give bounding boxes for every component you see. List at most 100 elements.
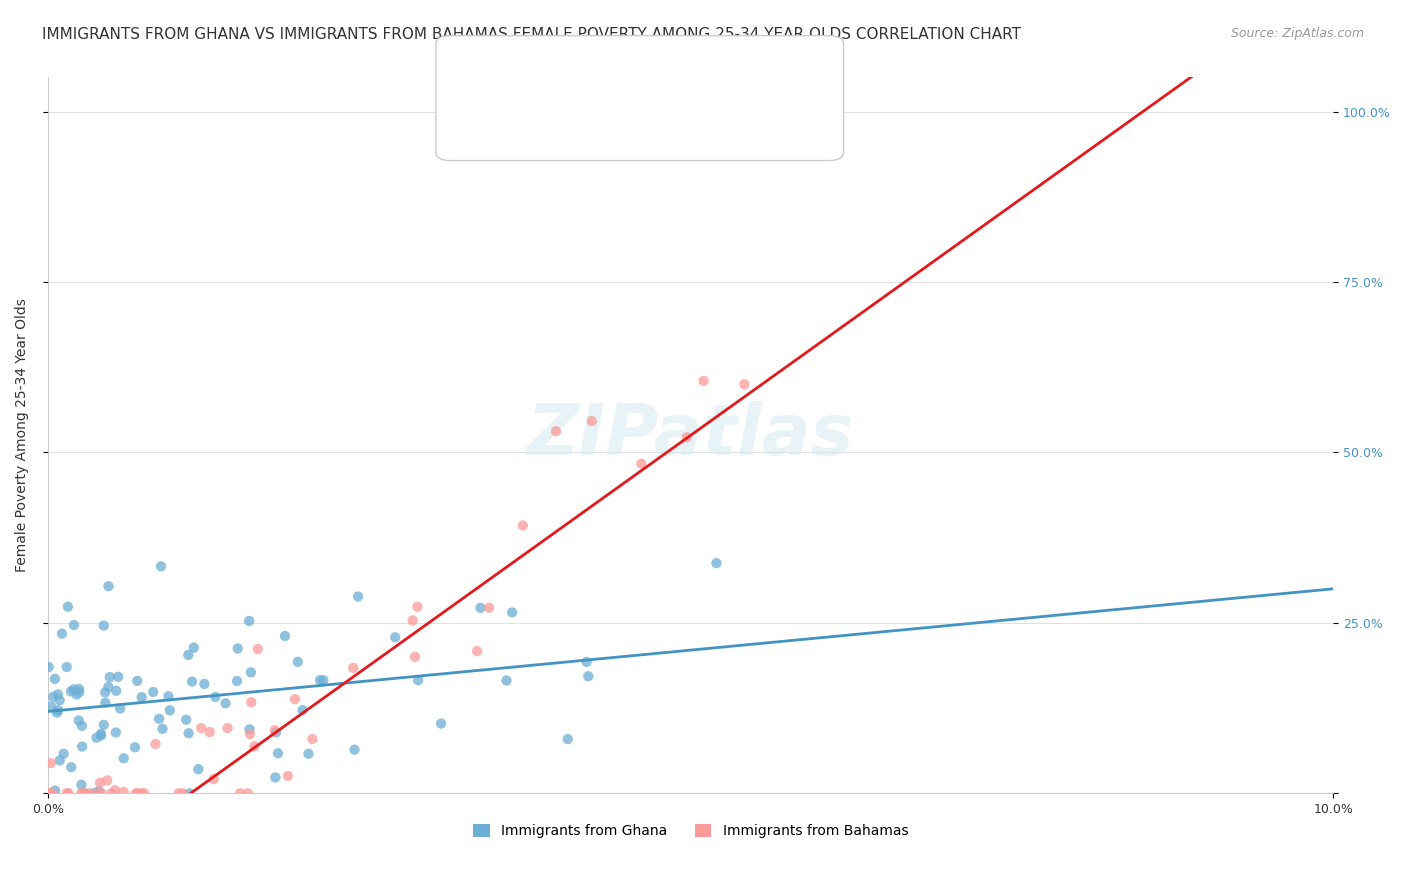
- Immigrants from Ghana: [48, 754, 70, 768]
- Immigrants from Ghana: [86, 731, 108, 745]
- Immigrants from Ghana: [287, 655, 309, 669]
- Immigrants from Ghana: [291, 703, 314, 717]
- Immigrants from Bahamas: [89, 776, 111, 790]
- Immigrants from Ghana: [150, 559, 173, 574]
- Immigrants from Bahamas: [263, 723, 285, 738]
- Immigrants from Ghana: [112, 751, 135, 765]
- Immigrants from Ghana: [56, 599, 79, 614]
- Immigrants from Ghana: [83, 786, 105, 800]
- Immigrants from Ghana: [107, 670, 129, 684]
- Immigrants from Ghana: [42, 690, 65, 704]
- Immigrants from Ghana: [238, 614, 260, 628]
- Immigrants from Bahamas: [70, 786, 93, 800]
- Text: IMMIGRANTS FROM GHANA VS IMMIGRANTS FROM BAHAMAS FEMALE POVERTY AMONG 25-34 YEAR: IMMIGRANTS FROM GHANA VS IMMIGRANTS FROM…: [42, 27, 1021, 42]
- Immigrants from Bahamas: [125, 786, 148, 800]
- Immigrants from Bahamas: [675, 430, 697, 444]
- Immigrants from Bahamas: [512, 518, 534, 533]
- Immigrants from Ghana: [264, 725, 287, 739]
- Immigrants from Bahamas: [112, 785, 135, 799]
- Immigrants from Ghana: [48, 693, 70, 707]
- Text: R =  0.194    N = 88: R = 0.194 N = 88: [481, 73, 636, 87]
- Immigrants from Ghana: [52, 747, 75, 761]
- Immigrants from Bahamas: [240, 695, 263, 709]
- Immigrants from Ghana: [67, 685, 90, 699]
- Immigrants from Bahamas: [38, 786, 60, 800]
- Immigrants from Ghana: [38, 660, 60, 674]
- Immigrants from Bahamas: [190, 721, 212, 735]
- Immigrants from Ghana: [93, 718, 115, 732]
- Immigrants from Ghana: [97, 579, 120, 593]
- Immigrants from Bahamas: [79, 786, 101, 800]
- Immigrants from Ghana: [226, 641, 249, 656]
- Immigrants from Ghana: [575, 655, 598, 669]
- Immigrants from Bahamas: [131, 786, 153, 800]
- Immigrants from Ghana: [406, 673, 429, 688]
- Immigrants from Ghana: [557, 732, 579, 747]
- Immigrants from Bahamas: [401, 613, 423, 627]
- Immigrants from Ghana: [67, 681, 90, 696]
- Immigrants from Bahamas: [229, 786, 252, 800]
- Immigrants from Ghana: [46, 703, 69, 717]
- Y-axis label: Female Poverty Among 25-34 Year Olds: Female Poverty Among 25-34 Year Olds: [15, 299, 30, 573]
- Immigrants from Ghana: [343, 742, 366, 756]
- Immigrants from Ghana: [297, 747, 319, 761]
- Immigrants from Ghana: [193, 677, 215, 691]
- Immigrants from Ghana: [63, 682, 86, 697]
- Immigrants from Ghana: [267, 746, 290, 760]
- Immigrants from Ghana: [470, 600, 492, 615]
- Immigrants from Ghana: [142, 685, 165, 699]
- Immigrants from Bahamas: [544, 424, 567, 438]
- Immigrants from Ghana: [59, 684, 82, 698]
- Immigrants from Ghana: [104, 725, 127, 739]
- Immigrants from Ghana: [46, 706, 69, 720]
- Immigrants from Bahamas: [692, 374, 714, 388]
- Immigrants from Bahamas: [145, 737, 167, 751]
- Immigrants from Bahamas: [125, 786, 148, 800]
- Immigrants from Bahamas: [198, 725, 221, 739]
- Immigrants from Ghana: [60, 760, 83, 774]
- Immigrants from Ghana: [65, 688, 87, 702]
- Immigrants from Bahamas: [733, 377, 755, 392]
- Immigrants from Ghana: [157, 690, 180, 704]
- Immigrants from Ghana: [204, 690, 226, 704]
- Immigrants from Ghana: [93, 618, 115, 632]
- Immigrants from Bahamas: [96, 773, 118, 788]
- Immigrants from Ghana: [177, 648, 200, 662]
- Immigrants from Ghana: [183, 640, 205, 655]
- Immigrants from Ghana: [177, 726, 200, 740]
- Immigrants from Ghana: [187, 762, 209, 776]
- Immigrants from Ghana: [44, 783, 66, 797]
- Immigrants from Ghana: [108, 701, 131, 715]
- Immigrants from Ghana: [181, 674, 204, 689]
- Immigrants from Ghana: [87, 784, 110, 798]
- Immigrants from Ghana: [124, 740, 146, 755]
- Immigrants from Ghana: [430, 716, 453, 731]
- Immigrants from Bahamas: [100, 786, 122, 800]
- Immigrants from Bahamas: [243, 739, 266, 754]
- Immigrants from Bahamas: [465, 644, 488, 658]
- Immigrants from Ghana: [131, 690, 153, 705]
- Immigrants from Ghana: [495, 673, 517, 688]
- Immigrants from Ghana: [94, 696, 117, 710]
- Immigrants from Ghana: [44, 672, 66, 686]
- Immigrants from Bahamas: [70, 786, 93, 800]
- Immigrants from Bahamas: [58, 786, 80, 800]
- Immigrants from Bahamas: [284, 692, 307, 706]
- Immigrants from Ghana: [46, 687, 69, 701]
- Immigrants from Bahamas: [90, 786, 112, 800]
- Text: R =  0.730    N = 51: R = 0.730 N = 51: [481, 113, 636, 128]
- Immigrants from Bahamas: [581, 414, 603, 428]
- Immigrants from Ghana: [127, 673, 149, 688]
- Immigrants from Ghana: [70, 778, 93, 792]
- Immigrants from Ghana: [312, 673, 335, 688]
- Immigrants from Ghana: [159, 703, 181, 717]
- Immigrants from Ghana: [384, 630, 406, 644]
- Immigrants from Bahamas: [404, 649, 426, 664]
- Immigrants from Bahamas: [246, 642, 269, 657]
- Immigrants from Bahamas: [172, 786, 194, 800]
- Immigrants from Bahamas: [277, 769, 299, 783]
- Immigrants from Bahamas: [236, 786, 259, 800]
- Immigrants from Ghana: [97, 680, 120, 694]
- Immigrants from Bahamas: [239, 727, 262, 741]
- Immigrants from Bahamas: [478, 600, 501, 615]
